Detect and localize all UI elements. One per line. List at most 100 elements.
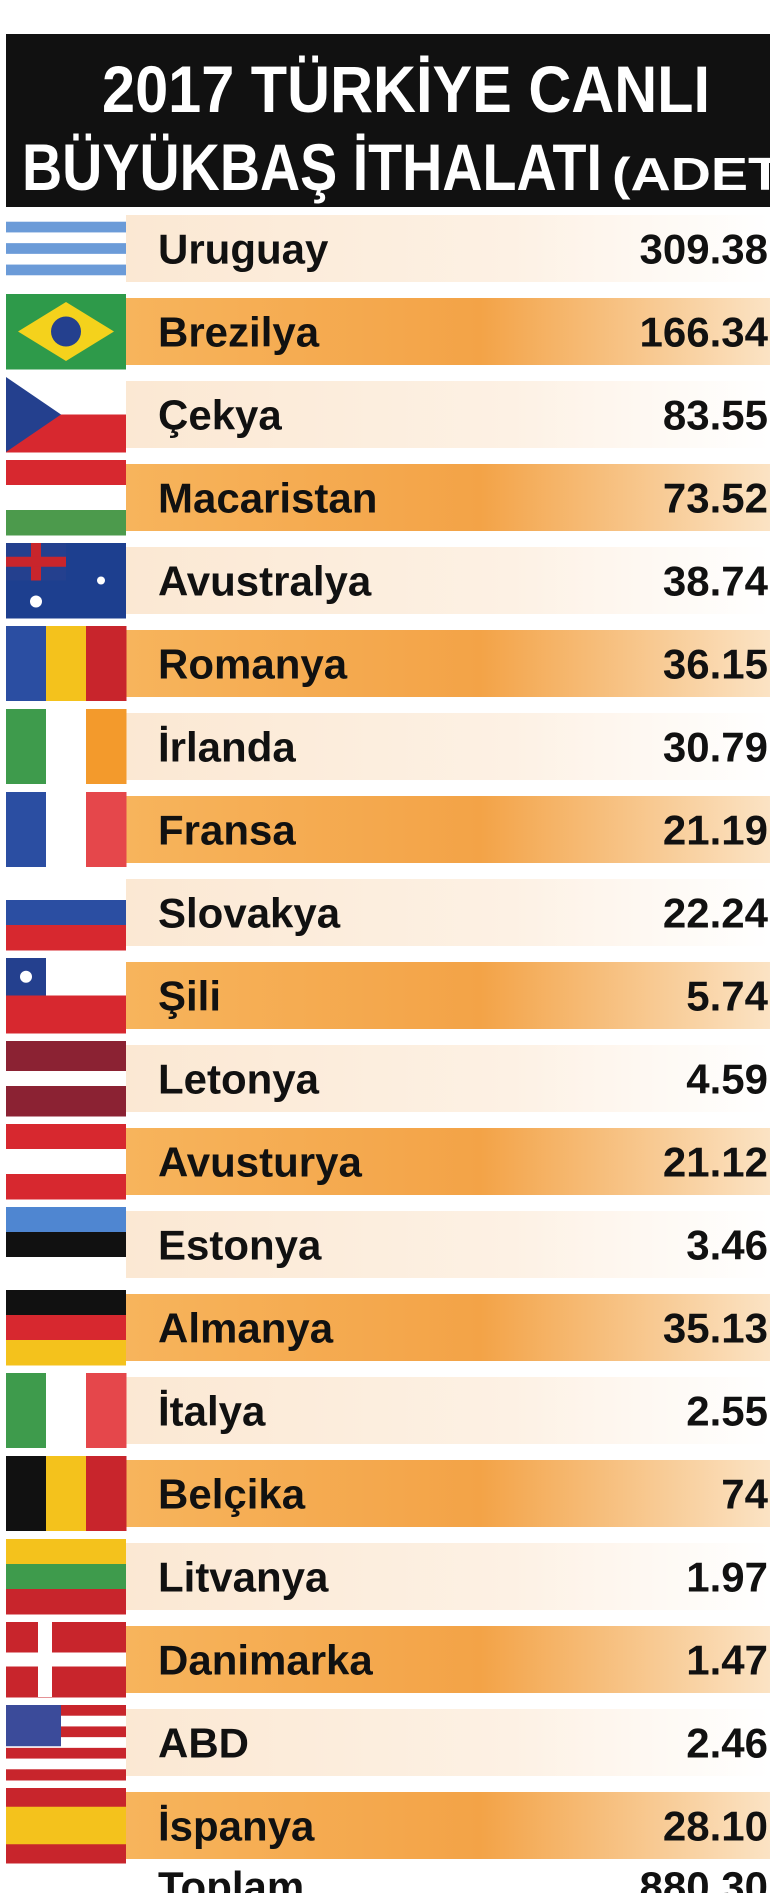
row-band	[126, 547, 770, 614]
country-name: Avustralya	[158, 558, 372, 605]
flag-stripe	[6, 1071, 126, 1087]
flag-stripe	[46, 709, 87, 784]
flag-stripe	[6, 1715, 126, 1727]
flag-stripe	[6, 1041, 126, 1057]
flag	[6, 211, 126, 287]
import-count: 30.79	[663, 724, 768, 771]
table-row: Belçika 74	[6, 1456, 770, 1531]
table-row: Avusturya 21.12	[6, 1124, 770, 1200]
import-count: 36.15	[663, 641, 768, 688]
flag	[6, 958, 126, 1034]
flag	[6, 1539, 126, 1615]
country-name: Şili	[158, 973, 221, 1020]
total-value: 880.30	[640, 1863, 768, 1893]
flag	[6, 792, 127, 867]
flag	[6, 1041, 126, 1117]
row-band	[126, 1709, 770, 1776]
country-name: Brezilya	[158, 309, 320, 356]
import-count: 1.97	[686, 1554, 768, 1601]
flag-stripe	[6, 1290, 126, 1316]
flag-stripe	[46, 626, 87, 701]
import-count: 21.12	[663, 1139, 768, 1186]
import-count: 35.13	[663, 1305, 768, 1352]
country-name: Romanya	[158, 641, 348, 688]
flag-stripe	[6, 1726, 126, 1738]
row-band	[126, 1792, 770, 1859]
flag-stripe	[6, 626, 47, 701]
table-row: İtalya 2.55	[6, 1373, 770, 1448]
flag	[6, 294, 126, 370]
flag	[6, 543, 126, 619]
country-name: İtalya	[158, 1388, 266, 1435]
flag-stripe	[6, 1747, 126, 1760]
flag-stripe	[6, 485, 126, 511]
flag	[6, 377, 126, 453]
table-row: Estonya 3.46	[6, 1207, 770, 1283]
flag-stripe	[6, 460, 126, 486]
table-row: Letonya 4.59	[6, 1041, 770, 1117]
import-count: 38.74	[663, 558, 769, 605]
flag-stripe	[86, 792, 127, 867]
flag-stripe	[6, 1174, 126, 1200]
flag-stripe	[6, 1315, 126, 1341]
row-band	[126, 1211, 770, 1278]
row-band	[126, 298, 770, 365]
import-count: 28.10	[663, 1803, 768, 1850]
flag	[6, 1705, 126, 1781]
row-band	[126, 1128, 770, 1195]
flag-shape	[6, 377, 61, 452]
row-band	[126, 630, 770, 697]
country-name: Belçika	[158, 1471, 306, 1518]
flag-stripe	[6, 221, 126, 233]
row-band	[126, 796, 770, 863]
country-name: Estonya	[158, 1222, 322, 1269]
flag-stripe	[6, 875, 126, 901]
flag-stripe	[6, 1564, 126, 1590]
table-row: Brezilya 166.34	[6, 294, 770, 370]
flag-stripe	[6, 1101, 126, 1117]
flag	[6, 626, 127, 701]
flag-stripe	[6, 1056, 126, 1072]
flag-shape	[6, 556, 66, 567]
import-count: 4.59	[686, 1056, 768, 1103]
import-count: 2.55	[686, 1388, 768, 1435]
total-label: Toplam	[158, 1863, 304, 1893]
import-count: 74	[721, 1471, 768, 1518]
country-name: Avusturya	[158, 1139, 362, 1186]
table-row: Almanya 35.13	[6, 1290, 770, 1366]
flag-stripe	[6, 264, 126, 276]
flag	[6, 1373, 127, 1448]
flag-stripe	[6, 232, 126, 244]
flag-stripe	[46, 792, 87, 867]
title: 2017 TÜRKİYE CANLI	[102, 52, 710, 126]
flag-stripe	[6, 995, 126, 1034]
flag-stripe	[6, 1373, 47, 1448]
import-count: 5.74	[686, 973, 768, 1020]
flag	[6, 1622, 126, 1698]
flag-stripe	[6, 211, 126, 223]
flag-stripe	[46, 1456, 87, 1531]
row-band	[126, 1294, 770, 1361]
flag-stripe	[6, 253, 126, 266]
import-count: 3.46	[686, 1222, 768, 1269]
flag	[6, 1290, 126, 1366]
row-band	[126, 1377, 770, 1444]
row-band	[126, 464, 770, 531]
title: BÜYÜKBAŞ İTHALATI	[22, 130, 602, 204]
flag-stripe	[86, 626, 127, 701]
import-count: 1.47	[686, 1637, 768, 1684]
country-name: İrlanda	[158, 724, 296, 771]
flag-stripe	[6, 1758, 126, 1770]
flag-stripe	[6, 1086, 126, 1102]
row-band	[126, 1460, 770, 1527]
flag-shape	[51, 316, 81, 347]
flag-stripe	[6, 1589, 126, 1615]
country-name: Fransa	[158, 807, 296, 854]
flag	[6, 460, 126, 536]
title-unit: (ADET	[612, 148, 770, 200]
import-count: 166.34	[640, 309, 769, 356]
country-name: Letonya	[158, 1056, 320, 1103]
country-name: Çekya	[158, 392, 282, 439]
flag-stripe	[6, 1456, 47, 1531]
country-name: Danimarka	[158, 1637, 373, 1684]
